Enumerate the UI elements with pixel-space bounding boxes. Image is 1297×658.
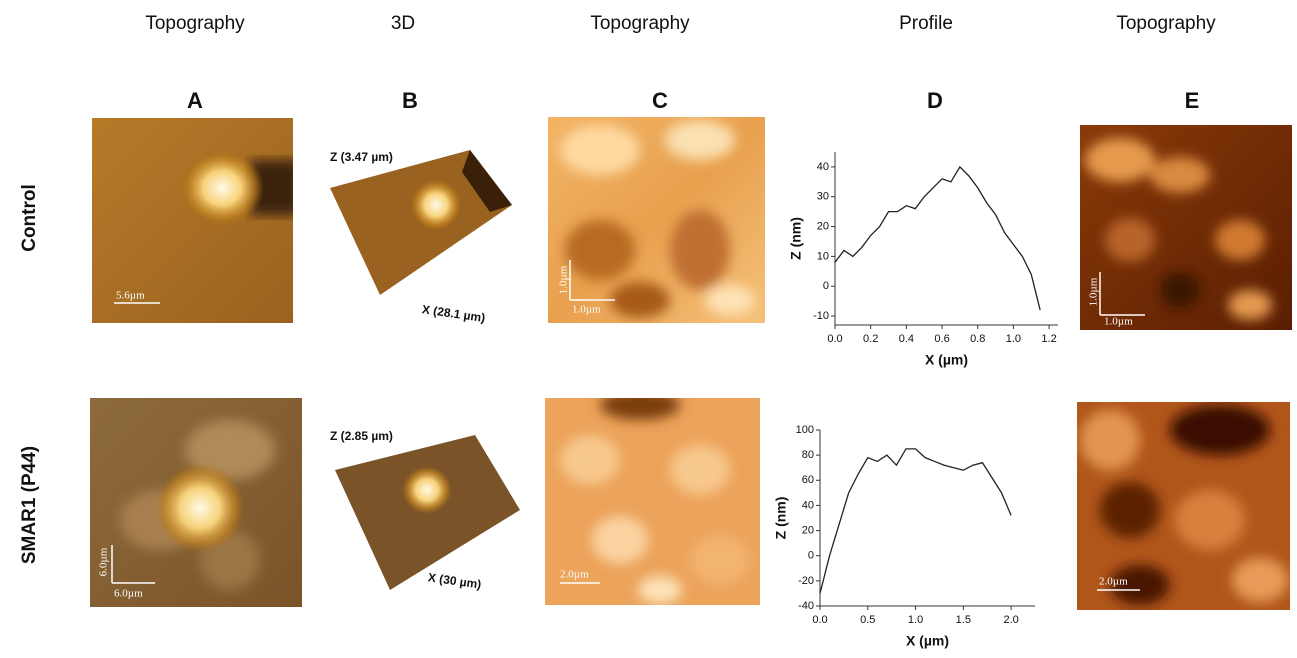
y-tick-label: 40 xyxy=(802,499,814,511)
x-tick-label: 0.5 xyxy=(860,614,875,626)
scale-label: 2.0µm xyxy=(560,569,589,581)
y-tick-label: 100 xyxy=(796,424,814,436)
axis-label: Z (3.47 µm) xyxy=(330,150,393,164)
afm-image xyxy=(1080,125,1292,330)
y-tick-label: 20 xyxy=(817,220,829,232)
figure: Topography 3D Topography Profile Topogra… xyxy=(0,0,1297,658)
y-tick-label: 30 xyxy=(817,191,829,203)
column-header: Profile xyxy=(899,13,953,34)
y-axis-label: Z (nm) xyxy=(788,217,804,260)
scale-label: 2.0µm xyxy=(1099,576,1128,588)
y-axis-label: Z (nm) xyxy=(773,497,789,540)
y-tick-label: -20 xyxy=(798,575,814,587)
row-label: SMAR1 (P44) xyxy=(19,446,40,564)
afm-image xyxy=(548,117,765,323)
column-header: Topography xyxy=(145,13,245,34)
x-tick-label: 0.6 xyxy=(934,333,949,345)
scale-label: 1.0µm xyxy=(572,304,601,316)
axis-label: X (30 µm) xyxy=(427,570,482,591)
x-tick-label: 0.0 xyxy=(827,333,842,345)
profile-line xyxy=(820,449,1011,594)
x-tick-label: 0.0 xyxy=(812,614,827,626)
y-tick-label: 0 xyxy=(808,550,814,562)
x-tick-label: 1.5 xyxy=(956,614,971,626)
scale-label: 6.0µm xyxy=(114,588,143,600)
axis-label: X (28.1 µm) xyxy=(421,302,486,325)
scale-label: 6.0µm xyxy=(98,547,110,576)
panel-letter: D xyxy=(927,88,943,113)
y-tick-label: 0 xyxy=(823,280,829,292)
x-tick-label: 2.0 xyxy=(1003,614,1018,626)
y-tick-label: 80 xyxy=(802,449,814,461)
x-tick-label: 1.0 xyxy=(908,614,923,626)
x-tick-label: 0.8 xyxy=(970,333,985,345)
y-tick-label: 40 xyxy=(817,161,829,173)
x-tick-label: 1.0 xyxy=(1006,333,1021,345)
x-tick-label: 0.4 xyxy=(899,333,914,345)
panel-letter: A xyxy=(187,88,203,113)
y-tick-label: 60 xyxy=(802,474,814,486)
scale-label: 1.0µm xyxy=(558,265,570,294)
panel-letter: B xyxy=(402,88,418,113)
afm-image xyxy=(90,398,302,607)
y-tick-label: -10 xyxy=(813,310,829,322)
row-label: Control xyxy=(19,184,40,252)
scale-label: 1.0µm xyxy=(1104,316,1133,328)
scale-label: 1.0µm xyxy=(1088,277,1100,306)
x-tick-label: 0.2 xyxy=(863,333,878,345)
x-axis-label: X (µm) xyxy=(925,352,968,368)
column-header: 3D xyxy=(391,13,415,34)
column-header: Topography xyxy=(1116,13,1216,34)
3d-peak xyxy=(410,179,462,231)
panel-letter: E xyxy=(1185,88,1200,113)
x-tick-label: 1.2 xyxy=(1041,333,1056,345)
y-tick-label: -40 xyxy=(798,600,814,612)
axis-label: Z (2.85 µm) xyxy=(330,429,393,443)
3d-peak xyxy=(402,466,452,514)
y-tick-label: 10 xyxy=(817,250,829,262)
scale-label: 5.6µm xyxy=(116,290,145,302)
column-header: Topography xyxy=(590,13,690,34)
panel-letter: C xyxy=(652,88,668,113)
y-tick-label: 20 xyxy=(802,524,814,536)
x-axis-label: X (µm) xyxy=(906,633,949,649)
profile-line xyxy=(835,167,1040,310)
